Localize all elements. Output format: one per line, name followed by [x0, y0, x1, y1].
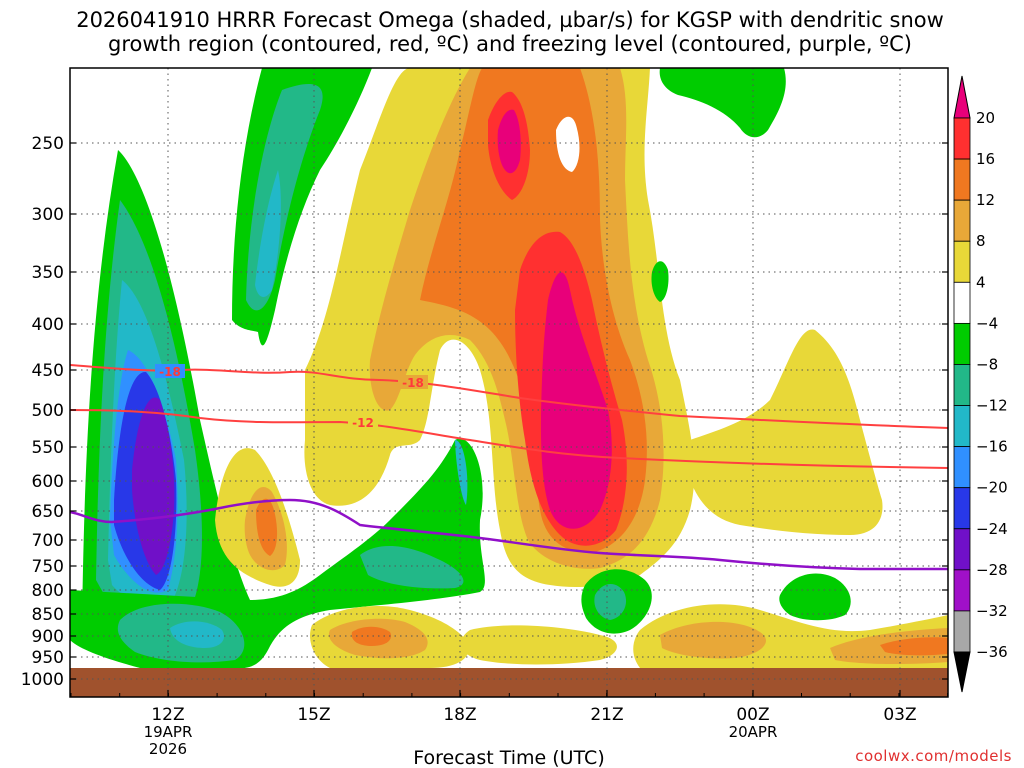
colorbar-label: −16 — [976, 438, 1008, 456]
x-tick-date: 20APR — [729, 723, 778, 741]
y-tick-label: 600 — [32, 472, 64, 492]
colorbar-band — [953, 528, 971, 571]
y-tick-label: 450 — [32, 361, 64, 381]
x-tick-label: 15Z — [297, 705, 330, 725]
x-axis-label: Forecast Time (UTC) — [413, 747, 604, 768]
colorbar-band — [953, 322, 971, 365]
shade-left-purple — [132, 397, 175, 575]
colorbar-label: −28 — [976, 561, 1008, 579]
contour-purple-freezing — [70, 498, 948, 571]
credit-text: coolwx.com/models — [855, 747, 1012, 765]
y-tick-label: 750 — [32, 557, 64, 577]
colorbar-label: 4 — [976, 273, 986, 291]
y-tick-label: 350 — [32, 263, 64, 283]
colorbar-band — [953, 569, 971, 612]
shade-top-magenta — [497, 109, 521, 174]
x-tick-label: 00Z — [736, 705, 769, 725]
y-tick-label: 250 — [32, 134, 64, 154]
y-axis-ticks: 2503003504004505005506006507007508008509… — [21, 134, 948, 690]
y-tick-label: 400 — [32, 315, 64, 335]
colorbar: 20 16 12 8 4 −4 −8 −12 −16 −20 −24 −28 −32 −36 — [953, 75, 1008, 693]
ground-fill — [70, 668, 948, 697]
x-tick-label: 03Z — [883, 705, 916, 725]
x-tick-date: 19APR — [144, 723, 193, 741]
shade-right-green-top — [659, 68, 786, 138]
shade-central-magenta — [540, 272, 612, 529]
colorbar-label: 20 — [976, 109, 995, 127]
y-tick-label: 500 — [32, 401, 64, 421]
chart-title-line2: growth region (contoured, red, ºC) and f… — [108, 32, 912, 56]
contour-label-minus18-left: -18 — [159, 365, 181, 379]
x-tick-label: 12Z — [151, 705, 184, 725]
colorbar-label: 8 — [976, 232, 986, 250]
shade-low-yellow2 — [461, 625, 617, 665]
shade-low-orange4 — [880, 637, 948, 656]
grid-lines — [70, 68, 948, 697]
colorbar-band — [953, 446, 971, 489]
colorbar-band — [953, 364, 971, 406]
shade-low-gold3 — [660, 621, 766, 659]
colorbar-band — [953, 610, 971, 653]
y-tick-label: 850 — [32, 605, 64, 625]
colorbar-band — [953, 117, 971, 160]
shade-hole-white — [556, 116, 580, 172]
y-tick-label: 800 — [32, 581, 64, 601]
colorbar-band — [953, 240, 971, 283]
colorbar-label: 12 — [976, 191, 995, 209]
y-tick-label: 900 — [32, 627, 64, 647]
shade-lowleft-cyan — [170, 621, 225, 648]
shade-lowleft-orange — [256, 498, 278, 556]
shade-mid-teal — [360, 545, 464, 589]
colorbar-label: −24 — [976, 520, 1008, 538]
shade-low-green3 — [779, 573, 851, 621]
contour-label-minus18-mid: -18 — [402, 376, 424, 390]
y-tick-label: 1000 — [21, 670, 64, 690]
shade-upper-cyan — [255, 170, 281, 297]
y-tick-label: 550 — [32, 438, 64, 458]
colorbar-label: 16 — [976, 150, 995, 168]
plot-area: -18 -18 -12 — [70, 68, 948, 697]
colorbar-label: −36 — [976, 643, 1008, 661]
colorbar-label: −8 — [976, 355, 998, 373]
colorbar-band — [953, 199, 971, 242]
colorbar-top-arrow — [953, 75, 971, 119]
y-tick-label: 300 — [32, 205, 64, 225]
x-tick-label: 18Z — [443, 705, 476, 725]
contour-label-minus12: -12 — [352, 416, 374, 430]
colorbar-label: −4 — [976, 314, 998, 332]
colorbar-band — [953, 405, 971, 448]
y-tick-label: 950 — [32, 648, 64, 668]
shade-right-green-small — [651, 261, 669, 302]
y-tick-label: 650 — [32, 502, 64, 522]
colorbar-label: −32 — [976, 602, 1008, 620]
shade-low-teal2 — [594, 584, 627, 620]
colorbar-band — [953, 281, 971, 324]
shade-low-orange1 — [351, 626, 392, 646]
colorbar-label: −20 — [976, 479, 1008, 497]
colorbar-band — [953, 158, 971, 201]
contour-red-minus12 — [70, 409, 948, 469]
shade-right-yellow — [690, 329, 883, 535]
colorbar-label: −12 — [976, 397, 1008, 415]
y-tick-label: 700 — [32, 531, 64, 551]
colorbar-band — [953, 487, 971, 530]
x-tick-label: 21Z — [590, 705, 623, 725]
colorbar-bottom-arrow — [953, 651, 971, 693]
x-tick-year: 2026 — [149, 740, 187, 758]
chart-title-line1: 2026041910 HRRR Forecast Omega (shaded, … — [76, 8, 944, 32]
shade-mid-cyan2 — [455, 440, 468, 505]
